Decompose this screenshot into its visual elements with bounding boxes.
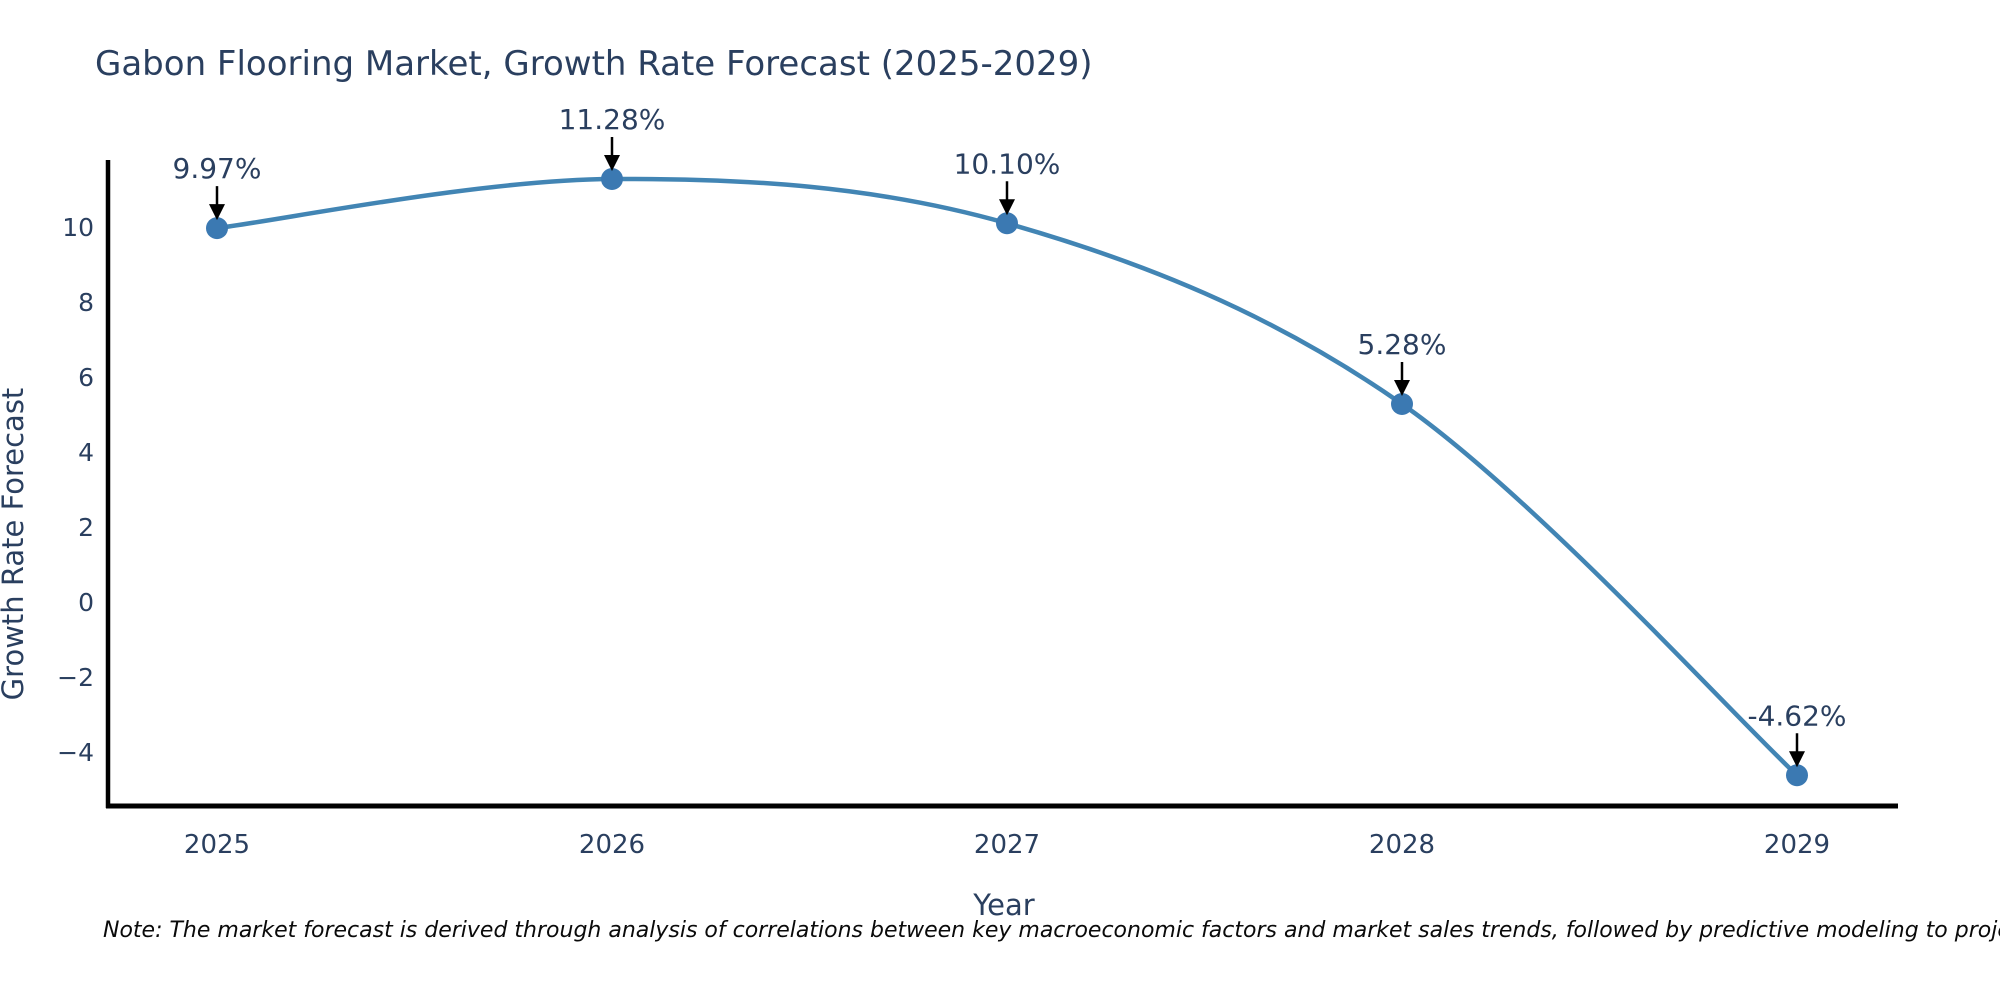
x-tick-label: 2029	[1764, 830, 1830, 860]
annotation-arrowhead-icon	[209, 204, 225, 221]
annotation-arrowhead-icon	[1789, 751, 1805, 768]
y-tick-label: 2	[78, 513, 94, 542]
x-tick-label: 2028	[1369, 830, 1435, 860]
x-axis-title: Year	[973, 888, 1035, 922]
annotation-arrowhead-icon	[604, 155, 620, 171]
y-tick-label: 10	[62, 213, 94, 242]
annotation-label: 5.28%	[1358, 328, 1447, 361]
footnote: Note: The market forecast is derived thr…	[103, 918, 2000, 943]
annotation-label: 10.10%	[954, 147, 1061, 180]
annotation-arrowhead-icon	[1394, 380, 1410, 396]
y-tick-label: 0	[78, 588, 94, 617]
y-axis-title: Growth Rate Forecast	[0, 387, 30, 701]
data-point-marker[interactable]	[601, 168, 623, 190]
y-tick-label: −2	[57, 663, 94, 692]
x-tick-label: 2025	[184, 830, 250, 860]
annotation-label: 9.97%	[173, 152, 262, 185]
data-point-marker[interactable]	[1391, 393, 1413, 415]
annotation-label: -4.62%	[1747, 699, 1846, 732]
y-tick-label: −4	[57, 738, 94, 767]
chart-title: Gabon Flooring Market, Growth Rate Forec…	[95, 44, 1093, 84]
y-tick-label: 6	[78, 363, 94, 392]
y-tick-label: 8	[78, 288, 94, 317]
series-line	[214, 176, 1800, 778]
data-point-marker[interactable]	[206, 217, 228, 240]
annotation-label: 11.28%	[559, 103, 666, 136]
y-tick-label: 4	[78, 438, 94, 467]
annotation-arrowhead-icon	[999, 199, 1015, 216]
data-point-marker[interactable]	[1786, 764, 1808, 787]
data-point-marker[interactable]	[996, 212, 1018, 235]
x-tick-label: 2026	[579, 830, 645, 860]
x-tick-label: 2027	[974, 830, 1040, 860]
